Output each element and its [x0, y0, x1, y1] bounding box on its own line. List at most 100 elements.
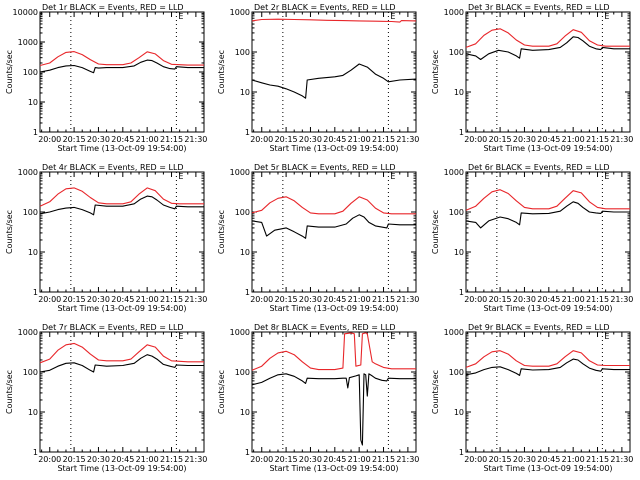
y-tick-label: 10000: [13, 8, 38, 17]
series-line-lld: [39, 187, 204, 207]
x-tick-label: 21:30: [610, 135, 633, 144]
x-tick-label: 20:30: [87, 135, 110, 144]
y-tick-label: 1: [33, 448, 38, 457]
series-line-events: [39, 354, 204, 373]
y-axis-label: Counts/sec: [431, 370, 440, 414]
x-tick-label: 21:15: [372, 135, 395, 144]
x-tick-label: 20:45: [111, 135, 134, 144]
series-line-events: [39, 59, 204, 74]
x-tick-label: 20:15: [63, 135, 86, 144]
x-tick-label: 21:15: [372, 295, 395, 304]
y-tick-label: 100: [23, 368, 38, 377]
corner-mark: E: [604, 172, 609, 181]
panel-title: Det 7r BLACK = Events, RED = LLD: [42, 323, 184, 332]
plot-frame: [465, 11, 631, 133]
x-tick-label: 20:15: [489, 135, 512, 144]
x-tick-label: 21:00: [562, 295, 585, 304]
series-line-events: [465, 201, 630, 229]
series-line-events: [251, 214, 416, 239]
series-line-lld: [39, 342, 204, 364]
series-line-events: [465, 358, 630, 376]
x-tick-label: 20:30: [299, 295, 322, 304]
y-tick-label: 1000: [18, 38, 38, 47]
x-tick-label: 20:15: [275, 455, 298, 464]
y-axis-label: Counts/sec: [5, 50, 14, 94]
x-tick-label: 21:00: [562, 135, 585, 144]
x-tick-label: 20:45: [111, 295, 134, 304]
x-tick-label: 20:15: [489, 455, 512, 464]
y-tick-label: 100: [235, 48, 250, 57]
x-tick-label: 21:30: [610, 295, 633, 304]
x-axis-label: Start Time (13-Oct-09 19:54:00): [57, 144, 186, 153]
series-line-lld: [251, 332, 416, 371]
plot-frame: [39, 331, 205, 453]
x-tick-label: 21:15: [372, 455, 395, 464]
corner-mark: E: [604, 12, 609, 21]
x-tick-label: 20:00: [38, 295, 61, 304]
x-tick-label: 20:30: [87, 455, 110, 464]
series-line-lld: [465, 28, 630, 48]
y-axis-label: Counts/sec: [217, 370, 226, 414]
x-tick-label: 21:30: [184, 135, 207, 144]
x-tick-label: 21:00: [136, 295, 159, 304]
x-tick-label: 21:00: [136, 135, 159, 144]
x-tick-label: 20:45: [323, 135, 346, 144]
y-tick-label: 100: [23, 208, 38, 217]
x-tick-label: 20:00: [464, 455, 487, 464]
panel-title: Det 2r BLACK = Events, RED = LLD: [254, 3, 396, 12]
series-line-lld: [251, 18, 417, 23]
plot-frame: [251, 331, 417, 453]
plot-frame: [465, 331, 631, 453]
y-tick-label: 10: [240, 248, 250, 257]
y-tick-label: 10: [240, 88, 250, 97]
panel-title: Det 4r BLACK = Events, RED = LLD: [42, 163, 184, 172]
panel-title: Det 8r BLACK = Events, RED = LLD: [254, 323, 396, 332]
y-tick-label: 10: [454, 248, 464, 257]
y-tick-label: 1000: [230, 8, 250, 17]
x-tick-label: 21:15: [586, 295, 609, 304]
x-tick-label: 20:15: [63, 295, 86, 304]
x-tick-label: 21:00: [136, 455, 159, 464]
x-tick-label: 20:00: [464, 295, 487, 304]
plot-frame: [39, 171, 205, 293]
x-tick-label: 20:45: [537, 135, 560, 144]
y-tick-label: 100: [449, 368, 464, 377]
x-tick-label: 21:15: [586, 135, 609, 144]
x-axis-label: Start Time (13-Oct-09 19:54:00): [483, 144, 612, 153]
series-line-events: [251, 63, 417, 99]
y-axis-label: Counts/sec: [5, 210, 14, 254]
x-tick-label: 20:30: [299, 135, 322, 144]
x-tick-label: 20:15: [275, 295, 298, 304]
x-tick-label: 20:00: [38, 455, 61, 464]
x-tick-label: 21:30: [610, 455, 633, 464]
panel-title: Det 5r BLACK = Events, RED = LLD: [254, 163, 396, 172]
x-tick-label: 20:45: [323, 295, 346, 304]
plot-frame: [251, 171, 417, 293]
y-tick-label: 1000: [444, 8, 464, 17]
corner-mark: E: [390, 332, 395, 341]
panel-title: Det 3r BLACK = Events, RED = LLD: [468, 3, 610, 12]
y-tick-label: 1000: [18, 328, 38, 337]
y-tick-label: 1000: [230, 328, 250, 337]
series-line-lld: [465, 189, 630, 211]
x-axis-label: Start Time (13-Oct-09 19:54:00): [57, 464, 186, 473]
x-tick-label: 20:15: [63, 455, 86, 464]
x-tick-label: 20:45: [537, 455, 560, 464]
y-tick-label: 100: [235, 368, 250, 377]
y-tick-label: 1000: [18, 168, 38, 177]
plot-frame: [251, 11, 417, 133]
x-tick-label: 21:30: [184, 455, 207, 464]
x-tick-label: 21:15: [586, 455, 609, 464]
y-tick-label: 100: [23, 68, 38, 77]
x-tick-label: 20:15: [489, 295, 512, 304]
series-line-lld: [39, 51, 204, 67]
y-tick-label: 1000: [230, 168, 250, 177]
x-tick-label: 21:30: [396, 455, 419, 464]
x-tick-label: 21:30: [396, 135, 419, 144]
x-tick-label: 20:45: [537, 295, 560, 304]
x-tick-label: 20:00: [250, 135, 273, 144]
x-tick-label: 21:00: [562, 455, 585, 464]
